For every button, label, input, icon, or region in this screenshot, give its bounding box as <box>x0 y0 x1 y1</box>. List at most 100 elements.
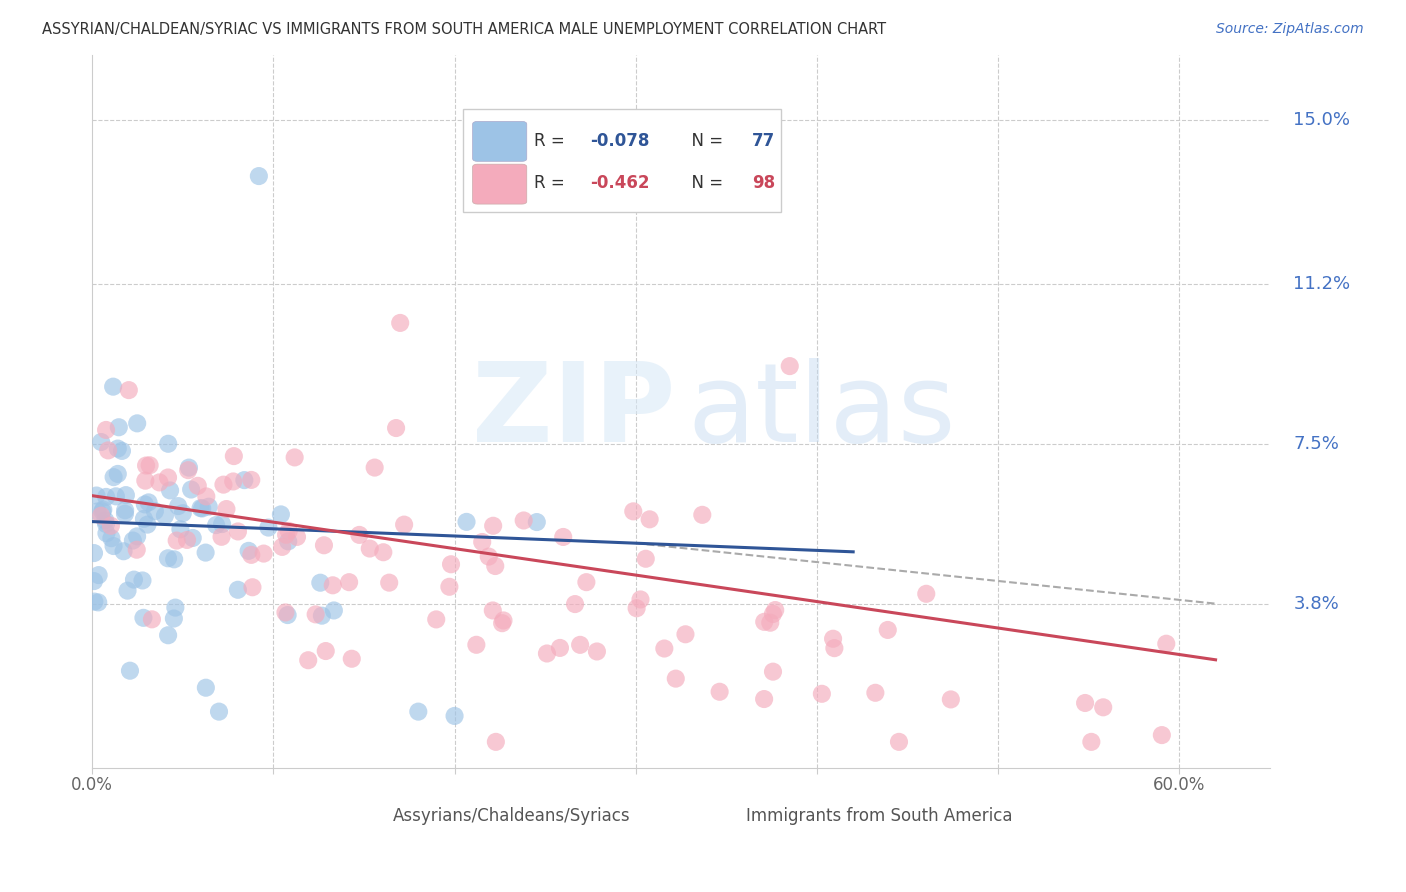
Point <box>564 597 586 611</box>
Text: -0.078: -0.078 <box>591 132 650 150</box>
Point <box>157 470 180 484</box>
Point <box>277 524 299 538</box>
Point <box>83 594 105 608</box>
Point <box>222 475 245 489</box>
Text: 15.0%: 15.0% <box>1294 111 1350 129</box>
Point <box>91 504 114 518</box>
Point <box>389 316 412 330</box>
Point <box>340 652 363 666</box>
Point <box>94 516 117 531</box>
Point <box>359 541 381 556</box>
Point <box>132 512 155 526</box>
FancyBboxPatch shape <box>702 804 738 831</box>
Point <box>277 534 299 549</box>
Point <box>212 477 235 491</box>
Point <box>148 475 170 490</box>
Point <box>114 507 136 521</box>
Point <box>211 517 233 532</box>
Point <box>876 623 898 637</box>
Point <box>271 540 294 554</box>
Point <box>284 450 307 465</box>
Point <box>1092 700 1115 714</box>
Point <box>112 544 135 558</box>
Point <box>90 435 112 450</box>
Point <box>138 458 160 473</box>
FancyBboxPatch shape <box>347 804 384 831</box>
Point <box>136 517 159 532</box>
Point <box>222 449 245 463</box>
Point <box>87 568 110 582</box>
Point <box>242 580 264 594</box>
Point <box>127 529 149 543</box>
Point <box>117 583 139 598</box>
Point <box>86 504 108 518</box>
Point <box>811 687 834 701</box>
Point <box>312 538 335 552</box>
Point <box>373 545 395 559</box>
Point <box>553 530 575 544</box>
Point <box>103 470 125 484</box>
FancyBboxPatch shape <box>463 109 782 212</box>
Point <box>408 705 430 719</box>
Text: 98: 98 <box>752 175 775 193</box>
Point <box>211 530 233 544</box>
Point <box>385 421 408 435</box>
Point <box>176 533 198 547</box>
Text: 3.8%: 3.8% <box>1294 595 1339 613</box>
Point <box>135 458 157 473</box>
Point <box>115 488 138 502</box>
Point <box>759 615 782 630</box>
Point <box>138 495 160 509</box>
Point <box>337 575 360 590</box>
Point <box>1080 735 1102 749</box>
Point <box>131 574 153 588</box>
Point <box>233 473 256 487</box>
Point <box>349 528 371 542</box>
Point <box>492 614 515 628</box>
Point <box>309 575 332 590</box>
Point <box>180 483 202 497</box>
Point <box>443 709 465 723</box>
Point <box>163 552 186 566</box>
Point <box>465 638 488 652</box>
Point <box>315 644 337 658</box>
Point <box>187 479 209 493</box>
Point <box>107 467 129 481</box>
Point <box>484 559 506 574</box>
Point <box>157 436 180 450</box>
Point <box>1156 637 1178 651</box>
Point <box>526 515 548 529</box>
Point <box>240 473 263 487</box>
Point <box>134 497 156 511</box>
Point <box>297 653 319 667</box>
Point <box>425 612 447 626</box>
Point <box>156 551 179 566</box>
Point <box>172 506 194 520</box>
Point <box>675 627 697 641</box>
Point <box>485 735 508 749</box>
Point <box>157 628 180 642</box>
Point <box>132 611 155 625</box>
Point <box>311 608 333 623</box>
Point <box>83 546 105 560</box>
Point <box>194 681 217 695</box>
Point <box>274 528 297 542</box>
Point <box>754 615 776 629</box>
Point <box>94 423 117 437</box>
Text: 77: 77 <box>752 132 775 150</box>
Point <box>1150 728 1173 742</box>
Text: N =: N = <box>681 132 728 150</box>
Point <box>915 587 938 601</box>
Point <box>1074 696 1097 710</box>
Point <box>90 508 112 523</box>
Point <box>226 524 249 539</box>
Point <box>440 558 463 572</box>
Point <box>939 692 962 706</box>
Point <box>378 575 401 590</box>
Point <box>277 608 299 623</box>
Text: ZIP: ZIP <box>472 358 675 465</box>
Point <box>91 502 114 516</box>
Point <box>491 616 513 631</box>
Point <box>195 490 218 504</box>
Point <box>569 638 592 652</box>
